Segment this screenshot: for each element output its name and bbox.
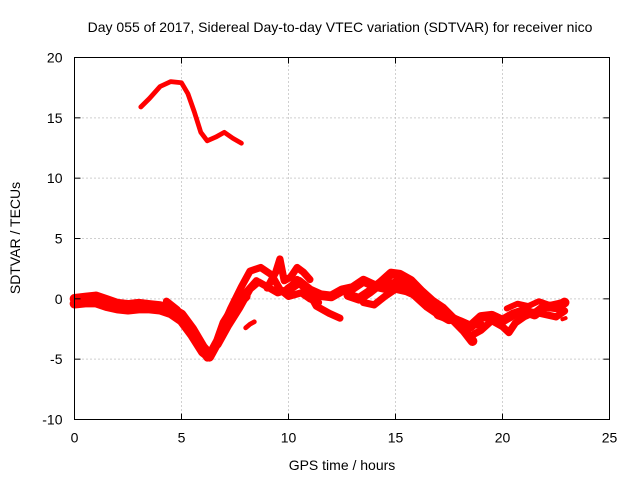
- x-tick-label: 25: [602, 430, 618, 446]
- y-tick-label: -10: [42, 412, 62, 428]
- series-arc-tail-3: [503, 298, 564, 312]
- x-tick-label: 5: [178, 430, 186, 446]
- data-traces: [69, 79, 570, 362]
- x-tick-labels: 0 5 10 15 20 25: [71, 430, 618, 446]
- series-arc-rise-1: [214, 275, 344, 349]
- y-tick-label: -5: [50, 351, 63, 367]
- x-tick-label: 0: [71, 430, 79, 446]
- series-arc-tail-2: [468, 307, 569, 339]
- series-arc-upper: [138, 79, 244, 146]
- series-arc-fragment-1: [243, 319, 257, 331]
- y-tick-label: 15: [47, 110, 63, 126]
- x-axis-label: GPS time / hours: [289, 457, 396, 473]
- y-tick-label: 5: [55, 231, 63, 247]
- chart-title: Day 055 of 2017, Sidereal Day-to-day VTE…: [88, 19, 593, 35]
- y-tick-label: 20: [47, 50, 63, 66]
- x-tick-label: 15: [388, 430, 404, 446]
- x-tick-label: 20: [495, 430, 511, 446]
- grid: [74, 57, 610, 420]
- series-arc-mid-hump: [263, 255, 314, 292]
- y-axis-label: SDTVAR / TECUs: [7, 182, 23, 294]
- x-tick-label: 10: [281, 430, 297, 446]
- series-arc-fragment-2: [560, 316, 568, 322]
- y-tick-label: 0: [55, 291, 63, 307]
- y-tick-labels: -10 -5 0 5 10 15 20: [42, 50, 62, 428]
- axis-ticks: [74, 57, 610, 420]
- y-tick-label: 10: [47, 170, 63, 186]
